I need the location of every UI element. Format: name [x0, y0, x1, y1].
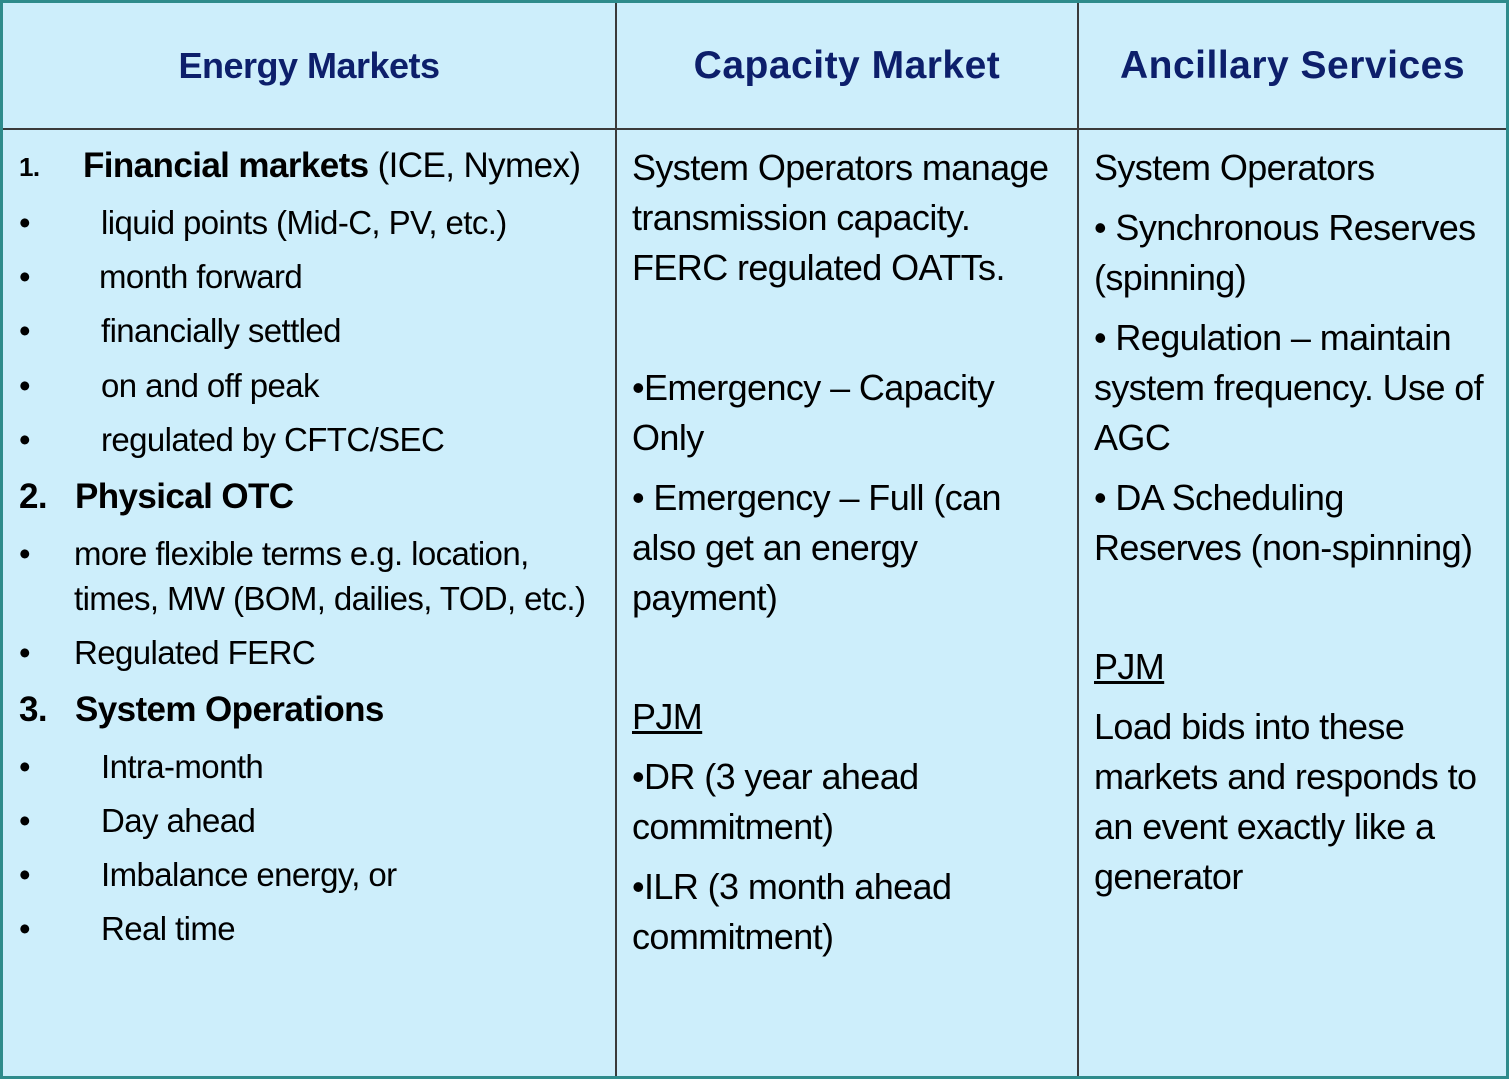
- bullet: •: [19, 421, 31, 458]
- emergency-full-line-1: • Emergency – Full (can: [632, 477, 1002, 518]
- da-scheduling-line-1: • DA Scheduling: [1094, 477, 1344, 518]
- dr-line-1: •DR (3 year ahead: [632, 756, 919, 797]
- bullet: •: [19, 535, 31, 572]
- emergency-capacity-line-2: Only: [632, 417, 704, 458]
- pjm-heading: PJM: [632, 696, 703, 737]
- ilr-line-1: •ILR (3 month ahead: [632, 866, 952, 907]
- bullet: •: [19, 856, 31, 893]
- list-item-text: month forward: [99, 258, 303, 295]
- sync-reserves-line-2: (spinning): [1094, 257, 1247, 298]
- load-bids-line-4: generator: [1094, 856, 1243, 897]
- list-item-text: Real time: [101, 910, 236, 947]
- list-item-text: Imbalance energy, or: [101, 856, 397, 893]
- section-number: 2.: [19, 477, 48, 516]
- regulation-line-3: AGC: [1094, 417, 1171, 458]
- list-item-text: Intra-month: [101, 748, 264, 785]
- list-item-text: times, MW (BOM, dailies, TOD, etc.): [74, 580, 586, 617]
- capacity-intro-line-3: FERC regulated OATTs.: [632, 247, 1005, 288]
- regulation-line-2: system frequency. Use of: [1094, 367, 1484, 408]
- header-energy-markets: Energy Markets: [178, 44, 440, 86]
- section-title-suffix: (ICE, Nymex): [368, 146, 581, 185]
- emergency-full-line-2: also get an energy: [632, 527, 918, 568]
- section-title: System Operations: [75, 690, 384, 729]
- bullet: •: [19, 910, 31, 947]
- dr-line-2: commitment): [632, 806, 834, 847]
- section-number: 1.: [19, 152, 40, 182]
- section-number: 3.: [19, 690, 48, 729]
- regulation-line-1: • Regulation – maintain: [1094, 317, 1452, 358]
- load-bids-line-2: markets and responds to: [1094, 756, 1477, 797]
- list-item-text: regulated by CFTC/SEC: [101, 421, 445, 458]
- header-divider: [3, 128, 1506, 130]
- emergency-full-line-3: payment): [632, 577, 778, 618]
- bullet: •: [19, 748, 31, 785]
- ancillary-intro: System Operators: [1094, 147, 1375, 188]
- bullet: •: [19, 204, 31, 241]
- section-title: Financial markets: [83, 146, 369, 185]
- capacity-intro-line-2: transmission capacity.: [632, 197, 971, 238]
- list-item-text: Day ahead: [101, 802, 256, 839]
- ilr-line-2: commitment): [632, 916, 834, 957]
- capacity-intro-line-1: System Operators manage: [632, 147, 1049, 188]
- pjm-heading: PJM: [1094, 646, 1165, 687]
- list-item-text: Regulated FERC: [74, 634, 316, 671]
- header-ancillary-services: Ancillary Services: [1119, 43, 1466, 87]
- bullet: •: [19, 312, 31, 349]
- header-capacity-market: Capacity Market: [693, 43, 1001, 87]
- list-item-text: on and off peak: [101, 367, 320, 404]
- table-grid: [3, 3, 1506, 1076]
- list-item-text: liquid points (Mid-C, PV, etc.): [101, 204, 507, 241]
- section-title-line: Financial markets (ICE, Nymex): [83, 146, 581, 186]
- column-divider-2: [1077, 3, 1079, 1076]
- column-divider-1: [615, 3, 617, 1076]
- emergency-capacity-line-1: •Emergency – Capacity: [632, 367, 995, 408]
- load-bids-line-1: Load bids into these: [1094, 706, 1405, 747]
- section-title: Physical OTC: [75, 477, 294, 516]
- load-bids-line-3: an event exactly like a: [1094, 806, 1435, 847]
- list-item-text: financially settled: [101, 312, 342, 349]
- bullet: •: [19, 258, 31, 295]
- bullet: •: [19, 634, 31, 671]
- bullet: •: [19, 802, 31, 839]
- sync-reserves-line-1: • Synchronous Reserves: [1094, 207, 1476, 248]
- list-item-text: more flexible terms e.g. location,: [74, 535, 529, 572]
- da-scheduling-line-2: Reserves (non-spinning): [1094, 527, 1473, 568]
- bullet: •: [19, 367, 31, 404]
